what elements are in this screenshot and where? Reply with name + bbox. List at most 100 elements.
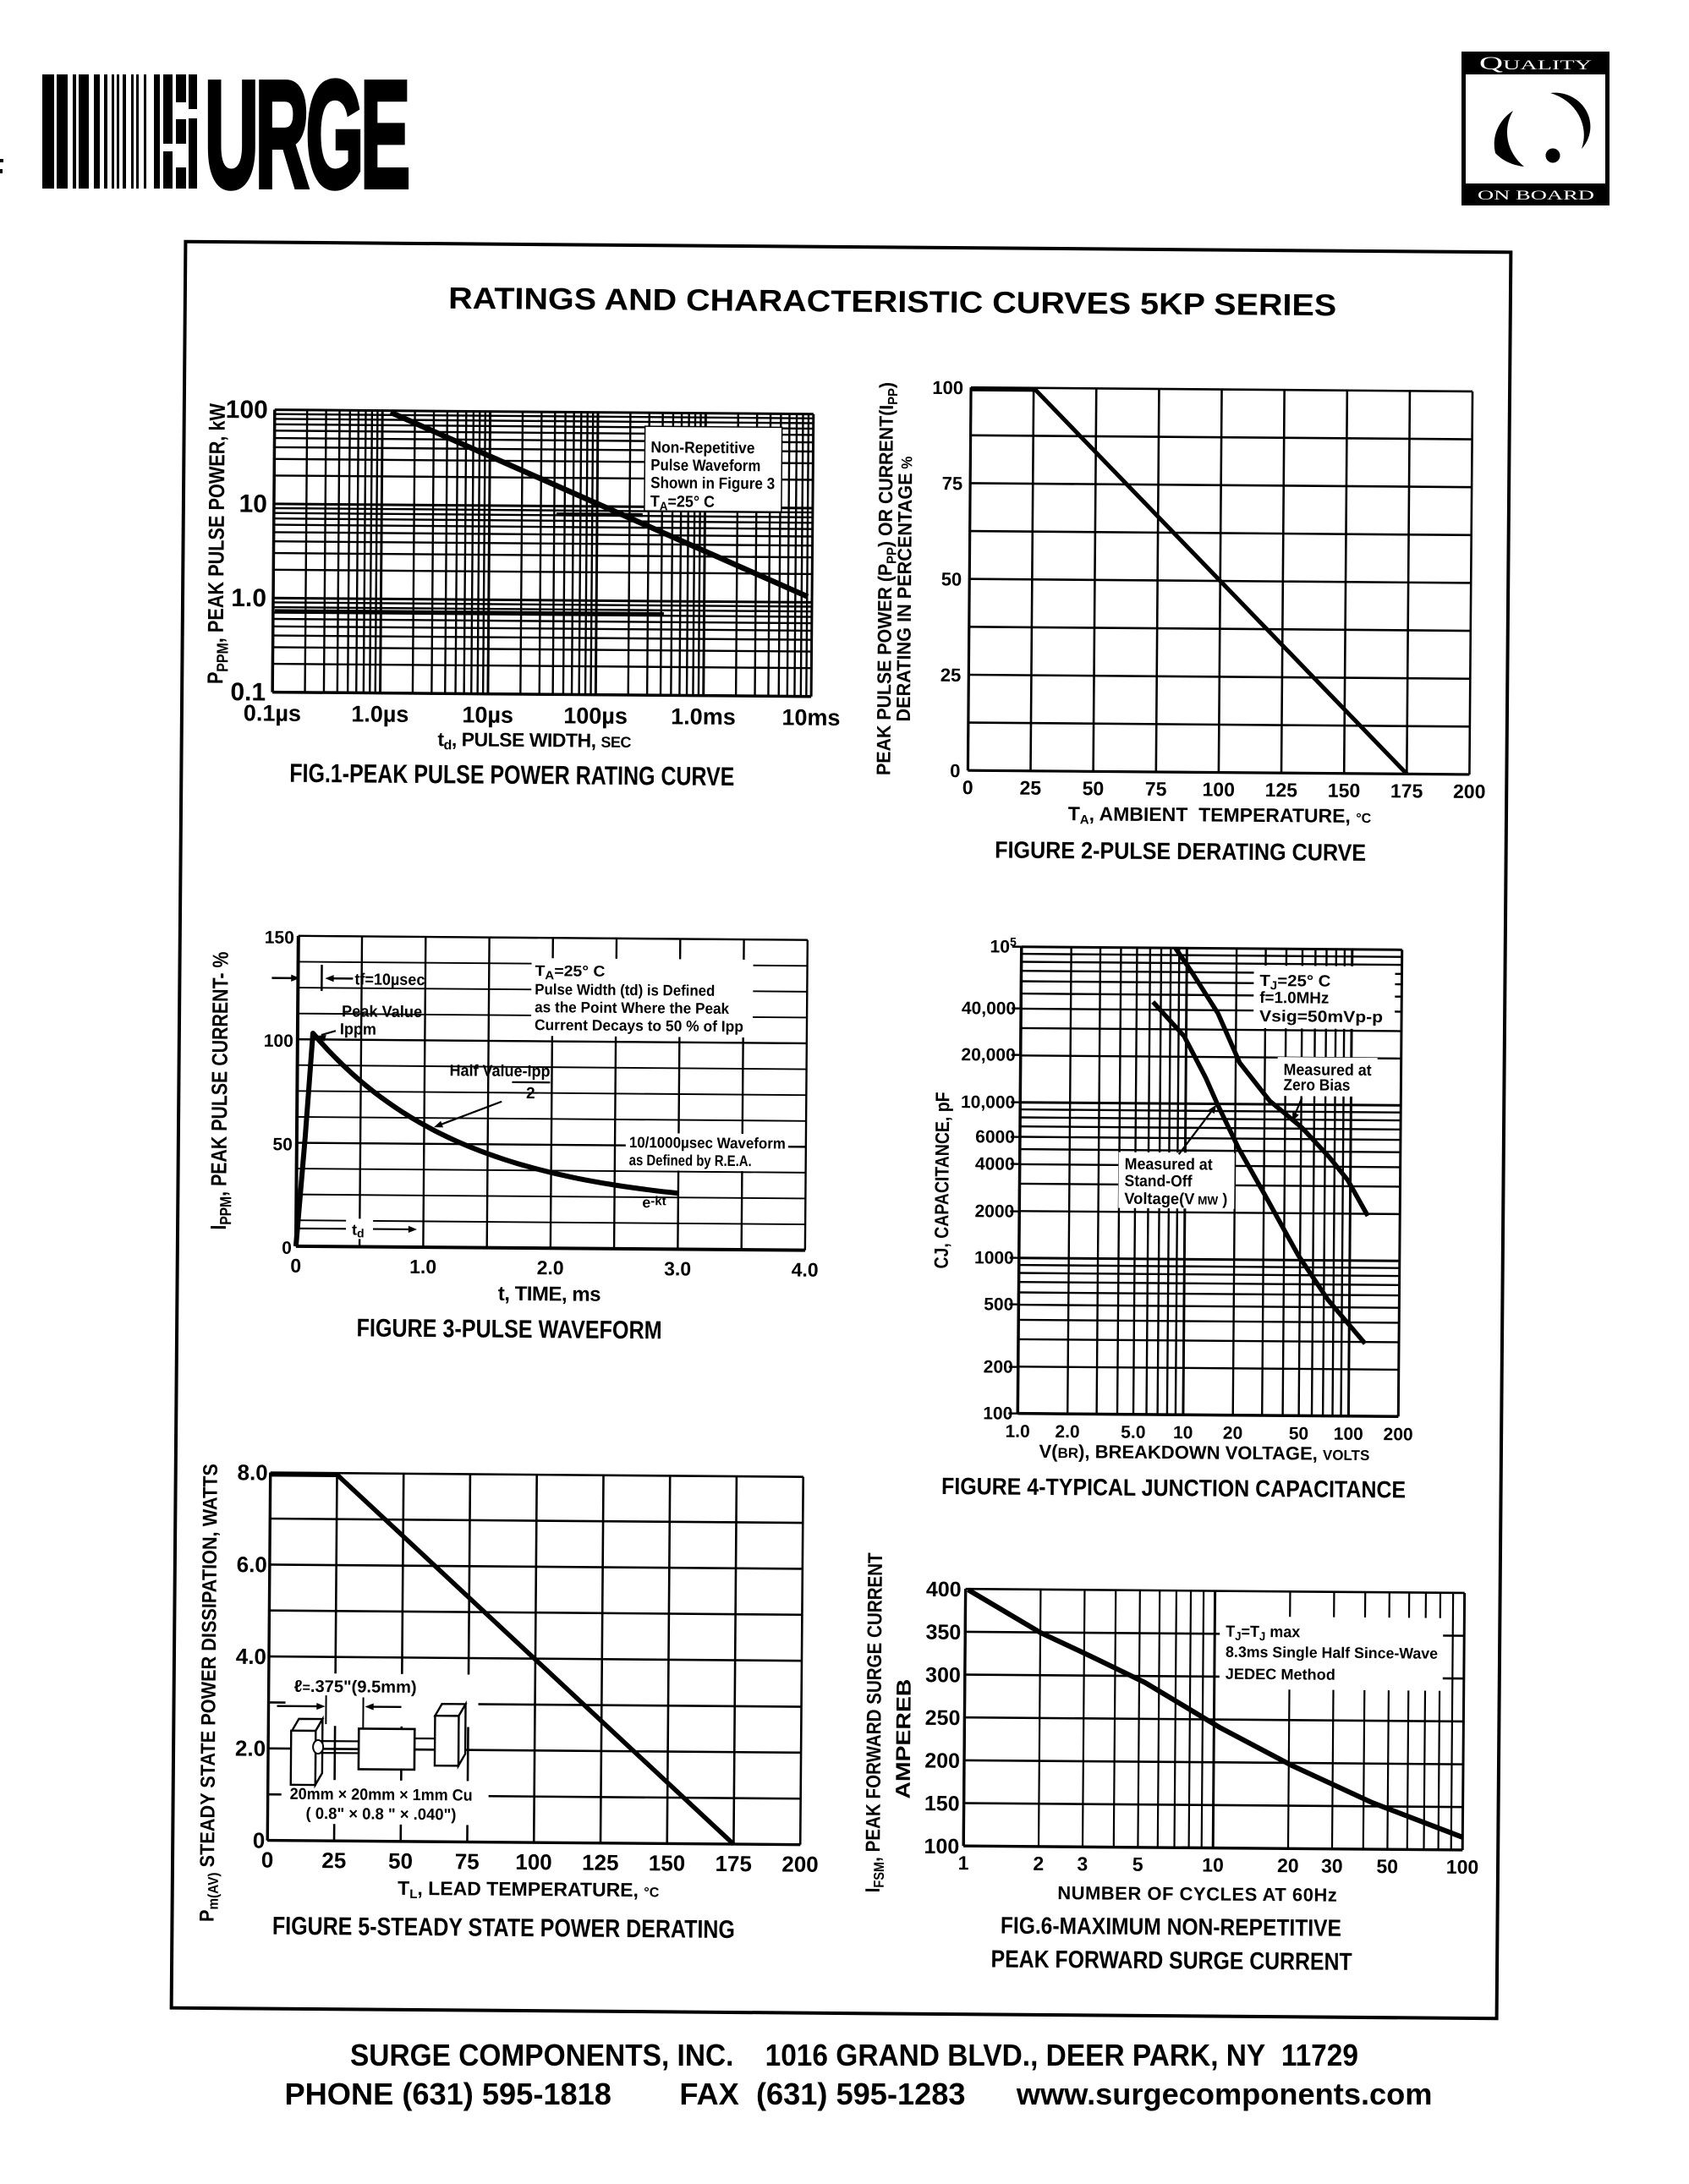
svg-text:Current Decays to 50 % of Ipp: Current Decays to 50 % of Ipp (535, 1016, 743, 1035)
svg-text:td, PULSE WIDTH, SEC: td, PULSE WIDTH, SEC (437, 728, 631, 754)
svg-text:40,000: 40,000 (962, 999, 1016, 1019)
svg-text:TJ=25° C: TJ=25° C (1259, 972, 1330, 993)
svg-text:TJ=TJ max: TJ=TJ max (1226, 1623, 1301, 1643)
svg-text:25: 25 (940, 664, 961, 685)
svg-text:IPPM, PEAK PULSE CURRENT- %: IPPM, PEAK PULSE CURRENT- % (206, 951, 238, 1229)
svg-text:0: 0 (282, 1239, 292, 1258)
svg-text:3.0: 3.0 (664, 1257, 691, 1279)
svg-text:f=1.0MHz: f=1.0MHz (1259, 989, 1329, 1008)
svg-text:e-kt: e-kt (642, 1194, 666, 1211)
svg-text:100: 100 (1202, 778, 1235, 800)
svg-text:DERATING IN PERCENTAGE %: DERATING IN PERCENTAGE % (892, 456, 917, 721)
svg-text:PPPM, PEAK PULSE POWER, kW: PPPM, PEAK PULSE POWER, kW (202, 403, 234, 685)
svg-text:8.3ms Single Half Since-Wave: 8.3ms Single Half Since-Wave (1226, 1643, 1438, 1661)
svg-text:200: 200 (781, 1852, 819, 1877)
svg-text:Shown in Figure 3: Shown in Figure 3 (650, 474, 775, 493)
svg-text:Non-Repetitive: Non-Repetitive (650, 439, 754, 457)
svg-text:8.0: 8.0 (237, 1459, 267, 1485)
svg-text:2000: 2000 (974, 1201, 1014, 1221)
svg-text:75: 75 (1144, 778, 1166, 800)
svg-text:200: 200 (984, 1357, 1013, 1377)
svg-text:PHONE (631) 595-1818 FA: PHONE (631) 595-1818 FAX (631) 595-1283 … (285, 2077, 1433, 2111)
svg-text:Measured at: Measured at (1284, 1061, 1373, 1080)
svg-text:400: 400 (926, 1578, 962, 1601)
svg-text:0: 0 (290, 1255, 301, 1277)
svg-text:PEAK FORWARD SURGE CURRENT: PEAK FORWARD SURGE CURRENT (991, 1946, 1352, 1975)
svg-text:Stand-Off: Stand-Off (1124, 1172, 1193, 1191)
svg-text:20: 20 (1277, 1854, 1299, 1876)
svg-text:300: 300 (925, 1663, 961, 1687)
svg-text:td: td (352, 1221, 365, 1240)
svg-text:200: 200 (1384, 1425, 1413, 1444)
svg-text:( 0.8" × 0.8 " × .040"): ( 0.8" × 0.8 " × .040") (305, 1805, 456, 1824)
svg-text:200: 200 (1453, 780, 1486, 802)
svg-text:10: 10 (1173, 1423, 1193, 1442)
svg-text:350: 350 (925, 1620, 961, 1644)
svg-text:150: 150 (649, 1850, 686, 1875)
svg-text:SURGE COMPONENTS, INC. 1016: SURGE COMPONENTS, INC. 1016 GRAND BLVD.,… (350, 2038, 1358, 2072)
svg-text:t, TIME, ms: t, TIME, ms (498, 1283, 601, 1306)
svg-text:125: 125 (582, 1850, 619, 1875)
svg-text:2.0: 2.0 (235, 1736, 266, 1761)
svg-text:50: 50 (1376, 1855, 1398, 1877)
svg-text:100: 100 (924, 1835, 959, 1858)
svg-text:FIGURE 4-TYPICAL JUNCTION CAPA: FIGURE 4-TYPICAL JUNCTION CAPACITANCE (941, 1473, 1406, 1503)
svg-text:2: 2 (1033, 1853, 1044, 1875)
svg-text:Peak Value: Peak Value (342, 1003, 422, 1021)
svg-text:500: 500 (984, 1295, 1013, 1314)
svg-text:5.0: 5.0 (1121, 1422, 1145, 1442)
svg-text:175: 175 (1390, 780, 1423, 802)
svg-text:Ippm: Ippm (340, 1021, 376, 1038)
svg-text:100: 100 (1446, 1856, 1479, 1878)
svg-text:TA, AMBIENT TEMPERATURE, °C: TA, AMBIENT TEMPERATURE, °C (1067, 802, 1371, 829)
svg-text:100: 100 (1334, 1424, 1363, 1443)
svg-text:30: 30 (1321, 1854, 1343, 1876)
svg-text:50: 50 (1289, 1424, 1309, 1443)
svg-text:75: 75 (941, 473, 962, 494)
svg-text:Pm(AV) STEADY STATE POWER DISS: Pm(AV) STEADY STATE POWER DISSIPATION, W… (195, 1464, 224, 1922)
svg-text:10ms: 10ms (781, 705, 840, 731)
svg-text:20: 20 (1223, 1423, 1243, 1442)
svg-text:tf=10µsec: tf=10µsec (354, 971, 425, 989)
svg-text:2.0: 2.0 (1055, 1422, 1079, 1442)
svg-text:50: 50 (388, 1848, 413, 1874)
svg-text:4.0: 4.0 (236, 1644, 266, 1669)
svg-text:1.0: 1.0 (1005, 1421, 1029, 1441)
svg-text:0: 0 (962, 776, 973, 798)
svg-text:50: 50 (940, 568, 962, 589)
svg-text:50: 50 (1082, 777, 1104, 799)
svg-text:ℓ=.375"(9.5mm): ℓ=.375"(9.5mm) (294, 1678, 417, 1697)
svg-text:1.0: 1.0 (231, 584, 266, 612)
svg-text:2: 2 (526, 1085, 535, 1103)
svg-text:1: 1 (958, 1852, 969, 1874)
svg-text:100: 100 (226, 396, 268, 424)
svg-text:JEDEC Method: JEDEC Method (1226, 1665, 1335, 1683)
svg-text:as the Point Where the Peak: as the Point Where the Peak (535, 999, 730, 1017)
svg-text:0: 0 (253, 1828, 266, 1853)
svg-text:25: 25 (1019, 776, 1041, 798)
svg-text:NUMBER OF CYCLES AT 60Hz: NUMBER OF CYCLES AT 60Hz (1057, 1882, 1337, 1906)
svg-text:0.1µs: 0.1µs (244, 700, 301, 726)
svg-text:100: 100 (264, 1032, 293, 1051)
svg-text:105: 105 (990, 934, 1017, 956)
svg-text:6000: 6000 (975, 1127, 1015, 1147)
svg-text:5: 5 (1132, 1853, 1143, 1875)
svg-text:6.0: 6.0 (237, 1552, 267, 1577)
svg-text:50: 50 (272, 1135, 293, 1154)
svg-text:75: 75 (455, 1848, 480, 1874)
svg-text:RATINGS AND CHARACTERISTIC CUR: RATINGS AND CHARACTERISTIC CURVES 5KP SE… (448, 281, 1336, 322)
svg-text:250: 250 (925, 1706, 961, 1730)
svg-text:FIGURE 5-STEADY STATE POWER DE: FIGURE 5-STEADY STATE POWER DERATING (272, 1913, 735, 1944)
svg-text:IFSM, PEAK FORWARD SURGE CURRE: IFSM, PEAK FORWARD SURGE CURRENT (862, 1552, 890, 1893)
svg-text:1.0ms: 1.0ms (671, 703, 736, 730)
svg-text:TL, LEAD TEMPERATURE, °C: TL, LEAD TEMPERATURE, °C (398, 1877, 660, 1903)
svg-text:FIGURE 2-PULSE DERATING CURVE: FIGURE 2-PULSE DERATING CURVE (995, 836, 1366, 866)
svg-text:Pulse Width (td) is Defined: Pulse Width (td) is Defined (535, 981, 715, 999)
svg-text:200: 200 (924, 1749, 960, 1772)
svg-text:4.0: 4.0 (792, 1259, 819, 1281)
svg-text:Zero Bias: Zero Bias (1283, 1076, 1350, 1095)
svg-text:FIG.6-MAXIMUM NON-REPETITIVE: FIG.6-MAXIMUM NON-REPETITIVE (1001, 1912, 1341, 1940)
svg-text:150: 150 (265, 928, 294, 948)
svg-text:1000: 1000 (974, 1248, 1014, 1267)
